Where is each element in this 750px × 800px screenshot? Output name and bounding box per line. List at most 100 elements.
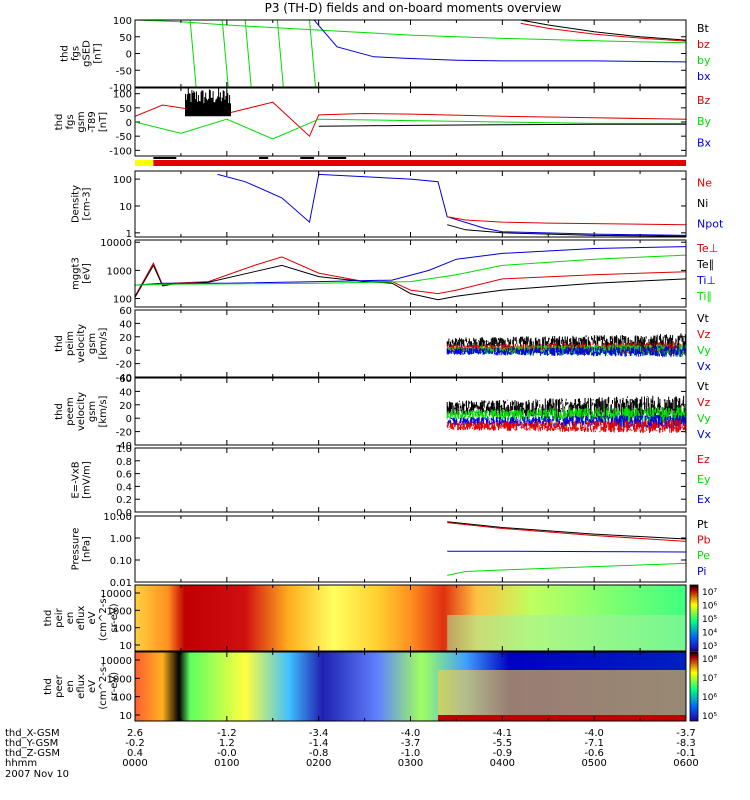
panel-temperature: 10000 1000 100 mggt3 [eV] Te⊥ Te∥ Ti⊥ Ti∥ — [71, 238, 718, 308]
y-tick-label: 10000 — [100, 238, 132, 249]
panel-frame — [134, 515, 687, 583]
y-tick-label: 0 — [126, 414, 132, 425]
legend-Vx: Vx — [697, 428, 712, 441]
y-tick-label: 10.00 — [103, 512, 132, 523]
legend-Ti⊥: Ti⊥ — [696, 274, 716, 287]
y-axis-label: velocity — [76, 392, 87, 431]
colorbar-label: 10⁸ — [702, 655, 717, 665]
colorbar-label: 10⁷ — [702, 674, 717, 684]
panel-pressure: 10.00 1.00 0.10 0.01 Pressure [nPa] Pt Pb Pe Pi — [71, 512, 711, 589]
y-axis-label: thd — [54, 114, 65, 131]
y-axis-label: fgs — [71, 46, 82, 61]
figure-title: P3 (TH-D) fields and on-board moments ov… — [265, 1, 562, 15]
panel-frame — [134, 19, 687, 88]
ephem-value: 0300 — [398, 758, 423, 769]
legend-Bt: Bt — [697, 22, 710, 35]
y-tick-label: 20 — [119, 401, 132, 412]
y-axis-label: Pressure — [71, 528, 82, 571]
y-tick-label: 0 — [126, 50, 132, 61]
y-axis-label: E=-VxB — [71, 461, 82, 498]
ephem-value: -1.0 — [401, 748, 421, 759]
panel-density: 100 10 1 Density [cm-3] Ne Ni Npot — [71, 170, 724, 240]
y-axis-label: sr-eV) — [109, 672, 120, 701]
ephem-value: -4.1 — [493, 728, 513, 739]
status-bars — [135, 157, 686, 166]
ephem-value: 1.2 — [219, 738, 235, 749]
series-group — [135, 88, 686, 140]
y-axis-label: thd — [54, 335, 65, 352]
y-tick-label: 100 — [113, 175, 132, 186]
y-tick-label: -20 — [116, 428, 132, 439]
series-Pt — [447, 521, 686, 540]
y-axis-label: gSED — [82, 40, 93, 67]
spike-by — [189, 20, 197, 87]
ephem-value: -5.5 — [493, 738, 513, 749]
y-axis-label: [eV] — [82, 263, 93, 284]
mode-bar-tick-0 — [153, 157, 177, 159]
y-tick-label: 50 — [119, 33, 132, 44]
series-bz — [520, 22, 686, 42]
burst-Bt — [185, 88, 231, 117]
ephemeris-footer: thd_X-GSM 2.6 -1.2 -3.4 -4.0 -4.1 -4.0 -3.7thd_… — [5, 728, 699, 780]
panel-frame — [134, 239, 687, 308]
series-Pi — [447, 550, 686, 553]
y-tick-label: 100 — [113, 295, 132, 306]
y-axis-label: [nT] — [98, 112, 109, 132]
ephem-value: 0200 — [306, 758, 331, 769]
ephem-label: thd_Z-GSM — [5, 748, 60, 759]
ephem-value: 2.6 — [127, 728, 143, 739]
y-tick-label: 0.6 — [116, 470, 132, 481]
y-axis-label: thd — [54, 403, 65, 420]
y-tick-label: 40 — [119, 319, 132, 330]
noise-blue — [446, 345, 686, 358]
legend-Ex: Ex — [697, 493, 711, 506]
series-group — [135, 20, 686, 87]
y-tick-label: -40 — [116, 373, 132, 384]
ephem-value: -4.0 — [584, 728, 604, 739]
y-tick-label: 0 — [126, 118, 132, 129]
y-tick-label: -50 — [116, 132, 132, 143]
colorbar-peer — [689, 651, 699, 722]
y-tick-label: 0 — [126, 346, 132, 357]
y-axis-label: (cm^2-s- — [98, 594, 109, 641]
y-axis-label: thd — [60, 45, 71, 62]
legend-Ez: Ez — [697, 453, 710, 466]
colorbar-label: 10⁵ — [702, 712, 717, 722]
mode-bar-tick-2 — [300, 157, 315, 159]
y-axis-label: Density — [71, 185, 82, 223]
colorbar-label: 10⁶ — [702, 693, 717, 703]
panel-frame — [134, 170, 687, 238]
panel-efield: 1.0 0.8 0.60.4 0.2 0.0 E=-VxB [mV/m] Ez Ey Ex — [71, 444, 711, 519]
y-axis-label: en — [65, 680, 76, 693]
noise-red — [446, 419, 686, 433]
y-tick-label: 50 — [119, 104, 132, 115]
ephem-label: thd_X-GSM — [5, 728, 60, 739]
y-tick-label: 100 — [113, 16, 132, 27]
series-group — [446, 395, 686, 433]
ephem-value: -7.1 — [584, 738, 604, 749]
legend-Vt: Vt — [697, 312, 710, 325]
y-axis-label: -T89 — [87, 111, 98, 133]
panel-frame — [134, 447, 687, 513]
legend-Bx: Bx — [697, 136, 712, 149]
legend-by: by — [697, 54, 711, 67]
panel-fgs: 100 50 0 -50 -100 thd fgs gSED [nT] Bt bz by bx — [60, 16, 711, 94]
series-group — [217, 173, 686, 237]
y-tick-label: 40 — [119, 387, 132, 398]
y-tick-label: -100 — [109, 146, 132, 157]
y-tick-label: 60 — [119, 374, 132, 385]
y-tick-label: 100 — [113, 693, 132, 704]
ephem-value: -3.4 — [309, 728, 329, 739]
ephem-value: -3.7 — [401, 738, 421, 749]
y-axis-label: [mV/m] — [82, 461, 93, 499]
ephem-label: thd_Y-GSM — [5, 738, 58, 749]
panel-peer: 10⁸ 10⁷ 10⁶ 10⁵ 10000 1000 100 10 thd peer en eflux… — [43, 651, 717, 722]
y-axis-label: gsm — [76, 111, 87, 132]
y-axis-label: eV — [87, 680, 98, 693]
legend-Vz: Vz — [697, 396, 711, 409]
legend-Npot: Npot — [697, 218, 724, 231]
legend-Bz: Bz — [697, 94, 711, 107]
ephem-value: -0.8 — [309, 748, 329, 759]
ephem-value: -8.3 — [676, 738, 696, 749]
y-tick-label: 0.01 — [110, 578, 132, 589]
